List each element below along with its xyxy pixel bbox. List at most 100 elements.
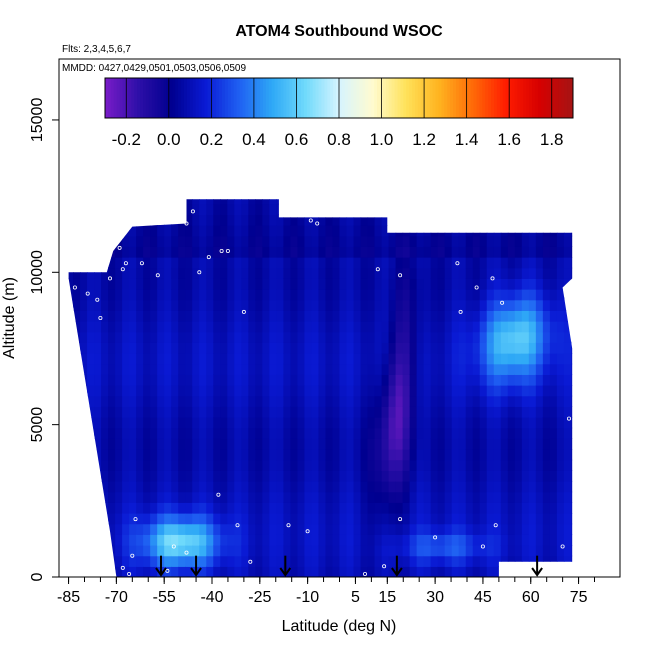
heatmap-cell <box>535 513 544 525</box>
colorbar-tick-label: 0.6 <box>285 130 309 149</box>
heatmap-cell <box>423 225 432 237</box>
heatmap-cell <box>192 374 200 386</box>
heatmap-cell <box>451 363 460 375</box>
colorbar-segment <box>216 78 220 118</box>
heatmap-cell <box>472 534 481 546</box>
heatmap-cell <box>493 385 502 397</box>
heatmap-cell <box>255 523 263 535</box>
heatmap-cell <box>535 374 544 386</box>
heatmap-cell <box>486 374 495 386</box>
heatmap-cell <box>101 491 109 503</box>
heatmap-cell <box>451 470 460 482</box>
heatmap-cell <box>311 513 320 525</box>
heatmap-cell <box>164 534 172 546</box>
heatmap-cell <box>402 395 411 407</box>
heatmap-cell <box>136 534 144 546</box>
heatmap-cell <box>570 257 573 269</box>
heatmap-cell <box>199 406 207 418</box>
heatmap-cell <box>304 278 313 290</box>
heatmap-cell <box>227 199 235 205</box>
heatmap-cell <box>73 310 81 322</box>
heatmap-cell <box>486 459 495 471</box>
heatmap-cell <box>297 214 306 226</box>
colorbar-segment <box>204 78 208 118</box>
heatmap-cell <box>514 374 523 386</box>
heatmap-cell <box>269 278 277 290</box>
heatmap-cell <box>241 331 249 343</box>
heatmap-cell <box>556 214 565 226</box>
heatmap-cell <box>542 257 551 269</box>
heatmap-cell <box>248 566 256 577</box>
heatmap-cell <box>255 555 263 567</box>
heatmap-cell <box>178 427 186 439</box>
heatmap-cell <box>311 481 320 493</box>
heatmap-cell <box>171 278 179 290</box>
heatmap-cell <box>311 331 320 343</box>
heatmap-cell <box>178 555 186 567</box>
heatmap-cell <box>556 502 565 514</box>
heatmap-cell <box>353 502 362 514</box>
heatmap-cell <box>304 214 313 226</box>
heatmap-cell <box>332 214 341 226</box>
heatmap-cell <box>409 203 418 215</box>
heatmap-cell <box>578 236 586 247</box>
heatmap-cell <box>59 534 67 545</box>
colorbar-segment <box>300 78 305 118</box>
heatmap-cell <box>578 310 586 321</box>
heatmap-cell <box>164 225 172 237</box>
heatmap-cell <box>444 566 453 577</box>
heatmap-cell <box>395 321 404 333</box>
heatmap-cell <box>87 395 95 407</box>
heatmap-cell <box>94 203 102 215</box>
heatmap-cell <box>507 449 516 461</box>
heatmap-cell <box>360 342 369 354</box>
heatmap-cell <box>234 257 242 269</box>
arrow-head <box>155 567 167 577</box>
heatmap-cell <box>514 481 523 493</box>
heatmap-cell <box>311 427 320 439</box>
heatmap-cell <box>465 470 474 482</box>
heatmap-cell <box>227 491 235 503</box>
heatmap-cell <box>304 225 313 237</box>
heatmap-cell <box>171 427 179 439</box>
heatmap-cell <box>178 395 186 407</box>
heatmap-cell <box>339 459 348 471</box>
heatmap-cell <box>479 427 488 439</box>
sample-point <box>490 276 495 281</box>
colorbar-segment <box>222 78 226 118</box>
heatmap-cell <box>199 246 207 258</box>
heatmap-cell <box>129 246 137 258</box>
heatmap-cell <box>578 566 586 577</box>
heatmap-cell <box>402 203 411 215</box>
heatmap-cell <box>465 331 474 343</box>
heatmap-cell <box>451 278 460 290</box>
heatmap-cell <box>318 459 327 471</box>
heatmap-cell <box>129 566 137 577</box>
heatmap-cell <box>346 246 355 258</box>
heatmap-cell <box>283 470 292 482</box>
heatmap-cell <box>220 566 228 577</box>
heatmap-cell <box>493 310 502 322</box>
heatmap-cell <box>563 523 572 535</box>
heatmap-cell <box>255 267 263 279</box>
heatmap-cell <box>360 566 369 577</box>
heatmap-cell <box>409 470 418 482</box>
heatmap-cell <box>164 342 172 354</box>
heatmap-cell <box>164 459 172 471</box>
heatmap-cell <box>570 406 573 418</box>
heatmap-cell <box>332 353 341 365</box>
heatmap-cell <box>68 449 74 461</box>
heatmap-cell <box>206 363 214 375</box>
heatmap-cell <box>178 534 186 546</box>
heatmap-cell <box>206 438 214 450</box>
heatmap-cell <box>318 502 327 514</box>
heatmap-cell <box>570 438 573 450</box>
heatmap-cell <box>535 342 544 354</box>
heatmap-cell <box>570 491 573 503</box>
heatmap-cell <box>444 555 453 567</box>
heatmap-cell <box>479 321 488 333</box>
heatmap-cell <box>311 235 320 247</box>
heatmap-cell <box>549 513 558 525</box>
heatmap-cell <box>507 235 516 247</box>
heatmap-cell <box>108 199 116 205</box>
